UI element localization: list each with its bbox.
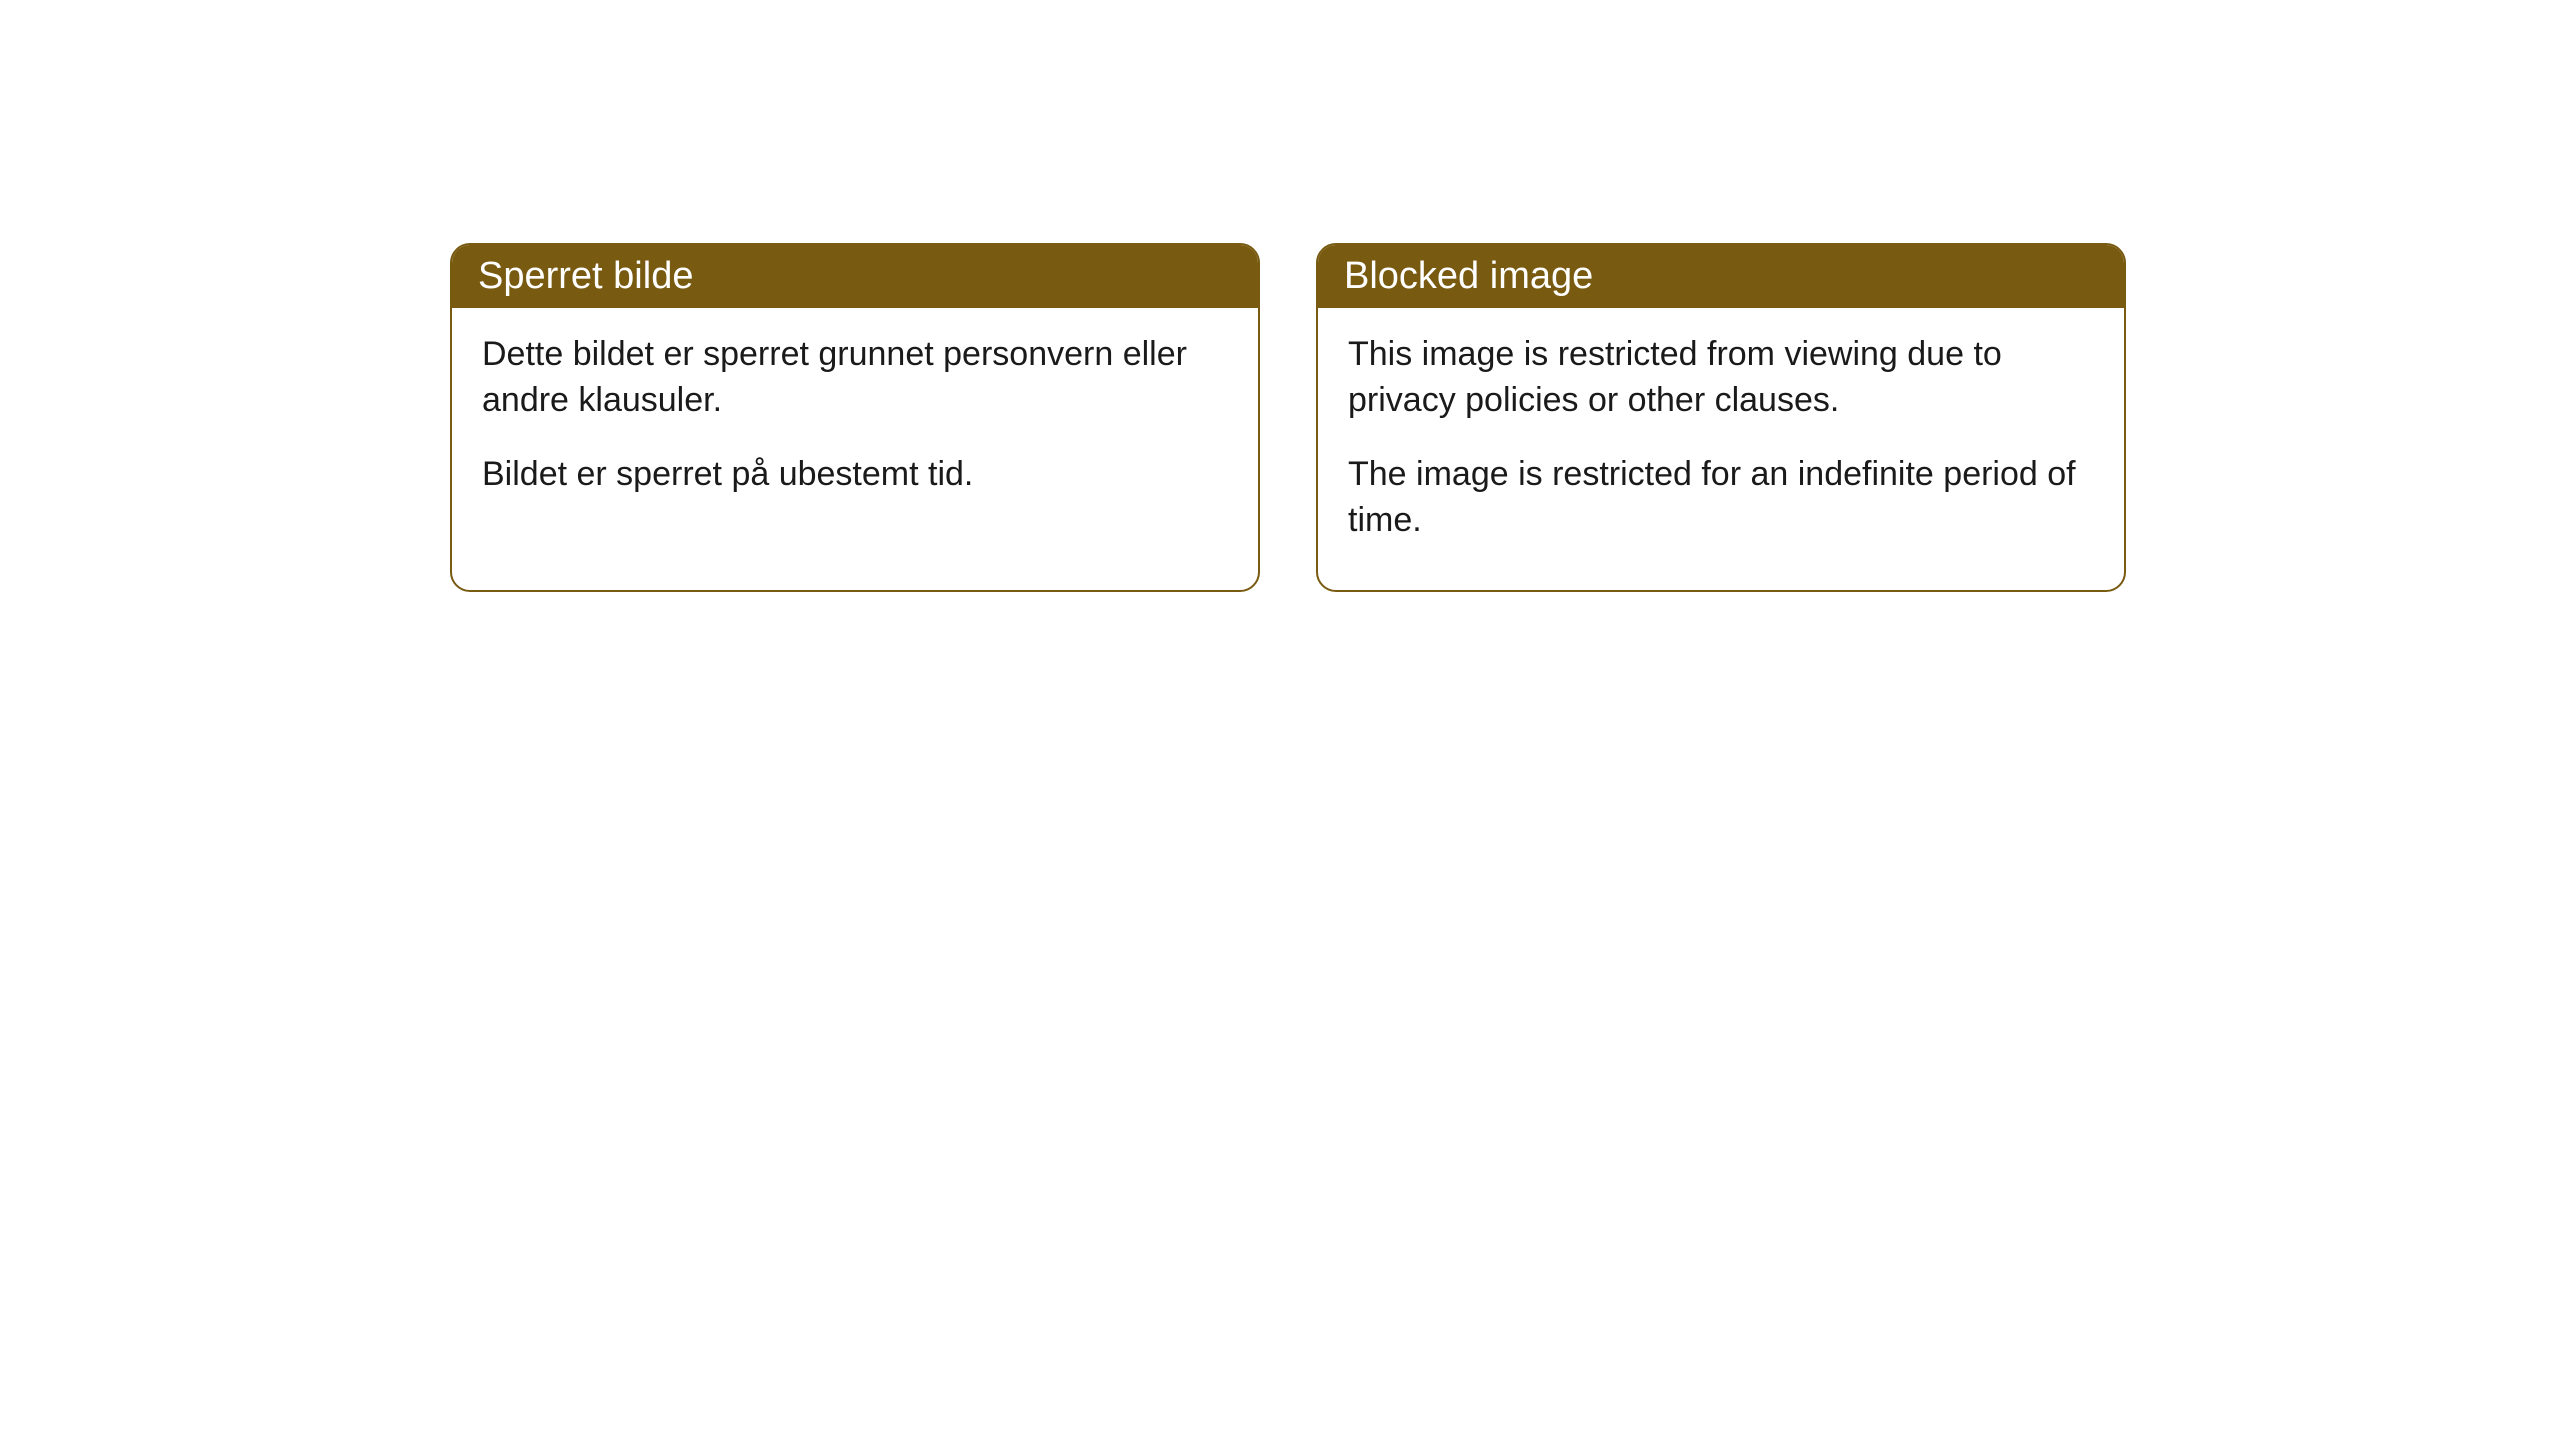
- notice-paragraph: Dette bildet er sperret grunnet personve…: [482, 332, 1228, 424]
- notice-card-norwegian: Sperret bilde Dette bildet er sperret gr…: [450, 243, 1260, 592]
- notice-cards-container: Sperret bilde Dette bildet er sperret gr…: [450, 243, 2126, 592]
- notice-card-english: Blocked image This image is restricted f…: [1316, 243, 2126, 592]
- notice-card-title: Blocked image: [1344, 255, 1593, 297]
- notice-card-header: Sperret bilde: [452, 245, 1258, 308]
- notice-paragraph: Bildet er sperret på ubestemt tid.: [482, 452, 1228, 498]
- notice-card-title: Sperret bilde: [478, 255, 693, 297]
- notice-card-body: Dette bildet er sperret grunnet personve…: [452, 308, 1258, 544]
- notice-paragraph: The image is restricted for an indefinit…: [1348, 452, 2094, 544]
- notice-card-body: This image is restricted from viewing du…: [1318, 308, 2124, 590]
- notice-card-header: Blocked image: [1318, 245, 2124, 308]
- notice-paragraph: This image is restricted from viewing du…: [1348, 332, 2094, 424]
